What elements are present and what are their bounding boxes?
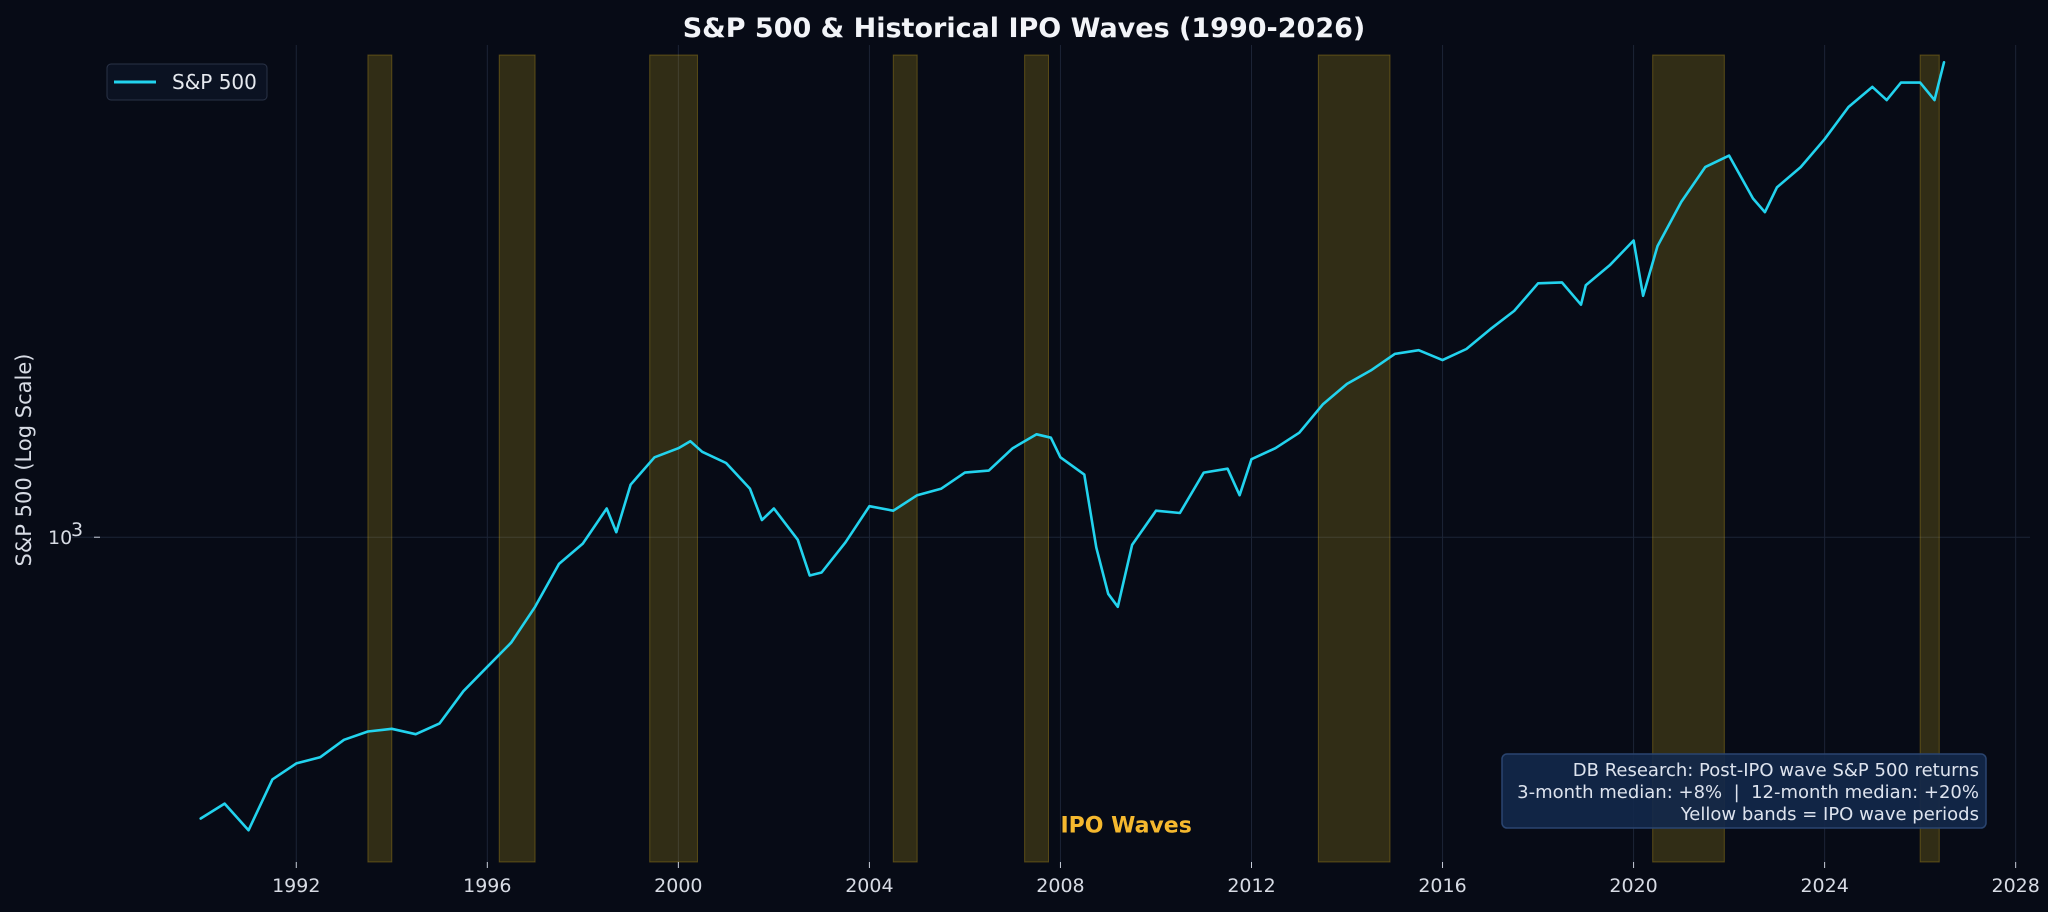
y-tick-exponent: 3 bbox=[71, 519, 83, 541]
x-tick-label: 2008 bbox=[1036, 875, 1084, 897]
series-layer bbox=[199, 60, 1946, 832]
annotation-background bbox=[1501, 753, 1987, 829]
legend-label: S&P 500 bbox=[172, 70, 257, 94]
x-tick-label: 2012 bbox=[1227, 875, 1275, 897]
ipo-wave-band bbox=[892, 54, 918, 863]
chart-title: S&P 500 & Historical IPO Waves (1990-202… bbox=[683, 13, 1366, 44]
x-tick-label: 2004 bbox=[845, 875, 893, 897]
x-tick-label: 2000 bbox=[654, 875, 702, 897]
ipo-wave-bands bbox=[367, 54, 1940, 863]
x-tick-label: 1996 bbox=[463, 875, 511, 897]
y-axis-ticks: 103 bbox=[48, 519, 100, 549]
ipo-wave-band bbox=[367, 54, 393, 863]
legend: S&P 500 bbox=[106, 63, 268, 101]
x-tick-label: 2016 bbox=[1418, 875, 1466, 897]
legend-box bbox=[106, 63, 268, 101]
annotation-line-3: Yellow bands = IPO wave periods bbox=[1680, 804, 1979, 825]
x-tick-label: 2028 bbox=[1991, 875, 2039, 897]
ipo-wave-band bbox=[498, 54, 536, 863]
series-line-sp500 bbox=[199, 60, 1946, 832]
ipo-waves-label: IPO Waves bbox=[1060, 814, 1191, 839]
x-axis-ticks: 1992 1996 2000 2004 2008 2012 2016 2020 2024 2028 bbox=[272, 862, 2040, 897]
annotation-line-1: DB Research: Post-IPO wave S&P 500 retur… bbox=[1573, 760, 1979, 781]
x-tick-label: 2020 bbox=[1609, 875, 1657, 897]
grid bbox=[70, 45, 2030, 862]
ipo-wave-band bbox=[649, 54, 698, 863]
ipo-wave-band bbox=[1317, 54, 1391, 863]
x-tick-label: 2024 bbox=[1800, 875, 1848, 897]
ipo-wave-band bbox=[1919, 54, 1940, 863]
ipo-wave-band bbox=[1024, 54, 1050, 863]
y-tick-label: 10 bbox=[48, 527, 72, 549]
annotation-box: DB Research: Post-IPO wave S&P 500 retur… bbox=[1501, 753, 1987, 829]
x-tick-label: 1992 bbox=[272, 875, 320, 897]
annotation-line-2: 3-month median: +8% | 12-month median: +… bbox=[1517, 782, 1979, 803]
y-axis-label: S&P 500 (Log Scale) bbox=[12, 354, 36, 567]
ipo-wave-band bbox=[1652, 54, 1725, 863]
